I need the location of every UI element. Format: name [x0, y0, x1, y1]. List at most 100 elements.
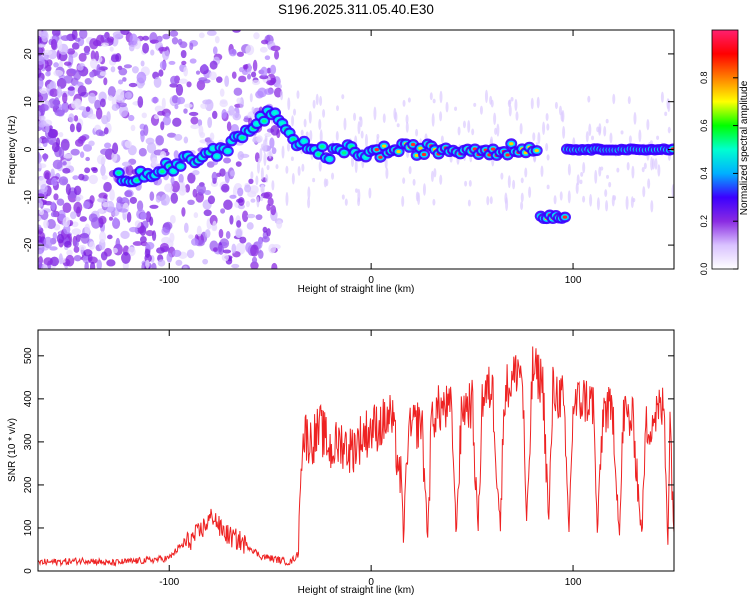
noise-streak — [439, 90, 443, 104]
noise-blob — [209, 132, 215, 141]
noise-blob — [232, 30, 241, 33]
ridge-core — [410, 142, 416, 147]
noise-blob — [232, 112, 242, 121]
noise-streak — [300, 129, 304, 136]
noise-streak — [537, 131, 541, 145]
ridge-core — [378, 155, 383, 159]
snr-plot-area — [38, 330, 674, 571]
noise-blob — [73, 201, 83, 214]
ridge-core — [374, 148, 379, 152]
noise-blob — [229, 214, 234, 225]
noise-blob — [170, 75, 178, 85]
noise-blob — [214, 35, 220, 44]
noise-streak — [358, 116, 362, 121]
noise-streak — [343, 117, 347, 131]
noise-blob — [57, 39, 63, 52]
figure-title: S196.2025.311.05.40.E30 — [278, 2, 434, 17]
noise-streak — [433, 167, 437, 178]
noise-streak — [587, 95, 591, 103]
noise-streak — [579, 179, 583, 185]
noise-streak — [660, 91, 664, 103]
noise-blob — [78, 173, 85, 181]
ridge-core — [534, 148, 539, 153]
noise-blob — [236, 97, 242, 104]
noise-blob — [235, 228, 243, 238]
noise-blob — [188, 234, 194, 239]
noise-blob — [206, 30, 217, 36]
noise-blob — [250, 198, 256, 203]
noise-blob — [189, 58, 197, 64]
noise-blob — [38, 77, 44, 89]
snr-y-tick-label: 400 — [23, 390, 34, 407]
noise-streak — [281, 145, 285, 159]
noise-blob — [112, 217, 118, 226]
noise-blob — [116, 196, 123, 204]
noise-blob — [170, 192, 179, 204]
noise-blob — [76, 122, 82, 133]
noise-streak — [464, 180, 468, 187]
noise-blob — [51, 30, 61, 37]
noise-blob — [124, 190, 133, 198]
noise-blob — [178, 173, 184, 184]
noise-blob — [42, 49, 53, 56]
noise-blob — [98, 208, 105, 214]
noise-streak — [315, 93, 319, 106]
noise-blob — [231, 71, 237, 79]
noise-blob — [61, 103, 67, 110]
noise-blob — [118, 79, 124, 85]
noise-streak — [519, 123, 523, 135]
ridge-core — [225, 149, 230, 153]
noise-blob — [89, 261, 96, 269]
colorbar-label: Normalized spectral amplitude — [739, 80, 750, 215]
noise-streak — [656, 135, 660, 140]
noise-blob — [54, 97, 60, 109]
noise-blob — [88, 113, 97, 120]
noise-blob — [129, 226, 138, 233]
ridge-core — [291, 137, 296, 141]
noise-streak — [353, 112, 357, 121]
noise-streak — [432, 198, 436, 206]
noise-blob — [100, 98, 106, 108]
noise-blob — [195, 192, 204, 203]
noise-streak — [449, 155, 453, 163]
noise-streak — [512, 179, 516, 190]
noise-streak — [385, 167, 389, 180]
spectrogram-marks — [38, 30, 674, 269]
noise-blob — [242, 64, 249, 70]
noise-blob — [79, 135, 87, 142]
noise-streak — [600, 166, 604, 171]
noise-blob — [223, 157, 232, 164]
noise-streak — [407, 97, 411, 103]
noise-blob — [149, 39, 159, 44]
noise-streak — [250, 171, 254, 180]
noise-streak — [486, 196, 490, 206]
noise-blob — [88, 174, 98, 185]
noise-blob — [85, 156, 90, 162]
noise-blob — [62, 167, 71, 174]
noise-blob — [159, 242, 170, 253]
ridge-core — [562, 215, 568, 219]
colorbar-tick-label: 0.8 — [699, 72, 709, 85]
noise-streak — [545, 143, 549, 152]
noise-streak — [631, 165, 635, 179]
noise-blob — [43, 170, 51, 180]
noise-blob — [246, 213, 256, 219]
noise-blob — [270, 45, 281, 52]
noise-streak — [415, 128, 419, 137]
noise-blob — [195, 70, 201, 75]
ridge-core — [134, 178, 140, 182]
noise-streak — [589, 193, 593, 207]
noise-blob — [84, 261, 89, 269]
ridge-core — [505, 153, 510, 157]
noise-blob — [89, 58, 98, 69]
noise-streak — [532, 132, 536, 141]
noise-streak — [507, 175, 511, 189]
noise-streak — [260, 167, 264, 180]
noise-blob — [122, 77, 127, 82]
noise-blob — [226, 121, 232, 132]
noise-blob — [236, 51, 244, 57]
colorbar-frame — [711, 29, 739, 270]
noise-blob — [162, 33, 171, 40]
noise-blob — [236, 220, 242, 228]
